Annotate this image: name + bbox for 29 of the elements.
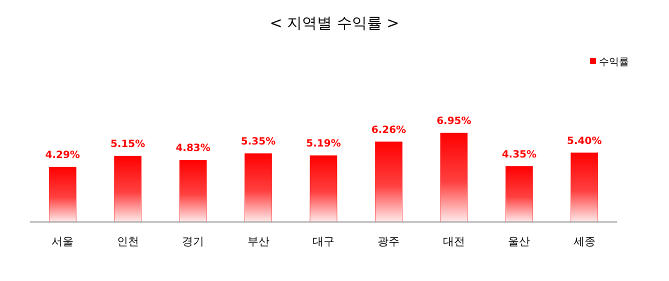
chart-title: < 지역별 수익률 >: [270, 14, 400, 32]
bar: [570, 152, 598, 222]
x-tick-label: 인천: [116, 235, 139, 248]
bar: [48, 166, 76, 222]
bar: [114, 156, 142, 222]
x-tick-label: 부산: [247, 235, 270, 248]
bar: [440, 132, 468, 222]
bar: [375, 142, 402, 222]
data-label: 5.19%: [306, 138, 341, 150]
x-tick-label: 세종: [573, 235, 596, 248]
data-label: 5.40%: [567, 136, 602, 147]
data-label: 4.83%: [176, 143, 210, 154]
x-tick-label: 광주: [378, 235, 400, 248]
data-label: 5.35%: [240, 136, 276, 148]
data-label: 4.35%: [502, 149, 537, 160]
data-label: 4.29%: [45, 150, 80, 162]
x-tick-label: 서울: [52, 235, 74, 248]
data-label: 5.15%: [110, 139, 146, 150]
bar: [506, 166, 533, 222]
x-tick-label: 경기: [182, 235, 204, 248]
bar: [179, 160, 207, 222]
legend-label: 수익률: [599, 57, 629, 68]
x-tick-label: 대전: [442, 235, 465, 248]
data-label: 6.95%: [436, 116, 472, 127]
x-tick-label: 대구: [312, 235, 334, 248]
data-label: 6.26%: [371, 124, 406, 136]
x-tick-label: 울산: [508, 235, 530, 248]
bar: [244, 153, 272, 222]
bar: [310, 155, 338, 222]
